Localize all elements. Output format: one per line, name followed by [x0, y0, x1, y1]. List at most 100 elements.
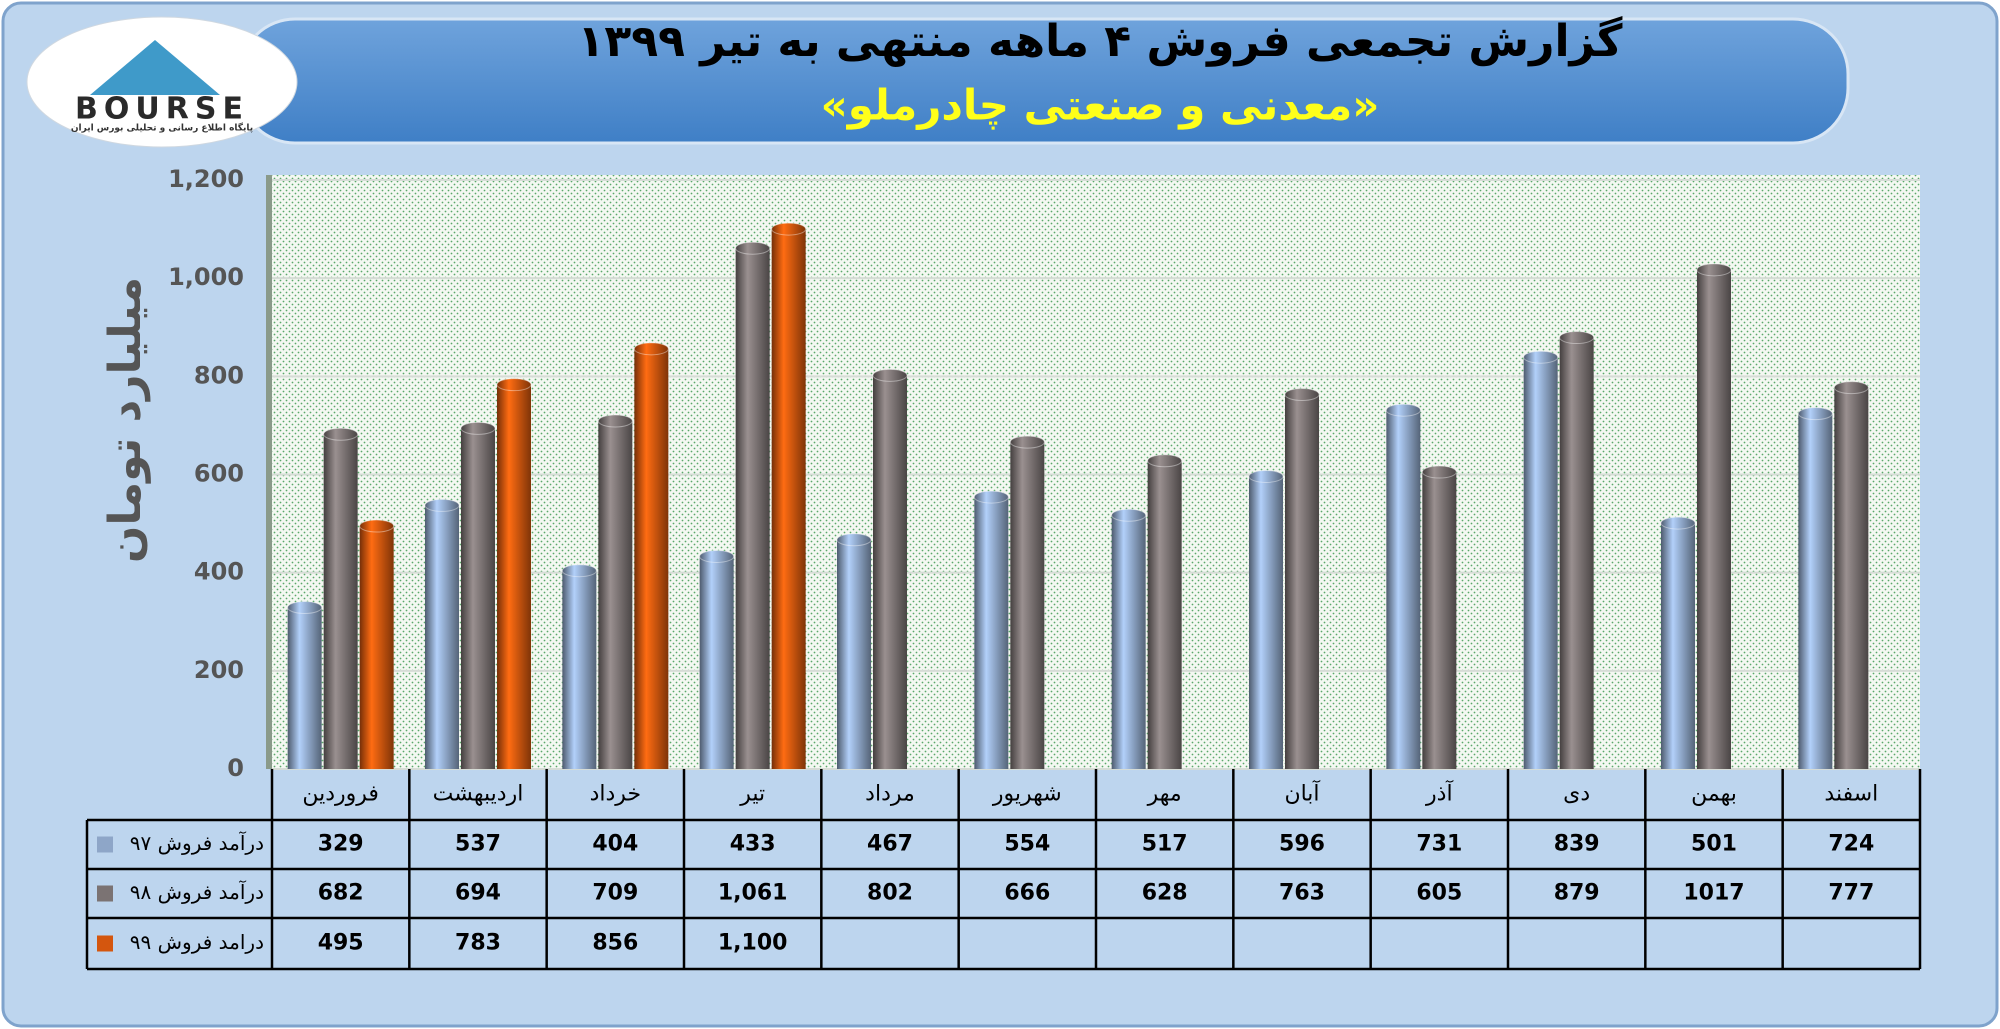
- bar-cap: [1660, 516, 1696, 530]
- chart-title: گزارش تجمعی فروش ۴ ماهه منتهی به تیر ۱۳۹…: [578, 15, 1623, 67]
- bar: [359, 526, 394, 769]
- bar: [1249, 476, 1283, 769]
- bar-cap: [836, 533, 872, 547]
- data-label: 1,061: [718, 881, 788, 906]
- bar-cap: [460, 421, 496, 435]
- bar-cap: [424, 498, 460, 512]
- x-tick-label: شهریور: [992, 782, 1062, 807]
- bar-cap: [872, 368, 908, 382]
- bar: [497, 384, 531, 769]
- bar-cap: [1797, 407, 1833, 421]
- x-tick-label: اردیبهشت: [433, 782, 524, 807]
- bar: [425, 505, 459, 769]
- data-label: 856: [592, 931, 638, 956]
- data-label: 1017: [1683, 881, 1744, 906]
- bar: [287, 607, 322, 769]
- logo-text: BOURSE: [75, 92, 249, 127]
- bars: [287, 222, 1869, 770]
- y-tick-label: 1,200: [168, 165, 244, 193]
- data-label: 554: [1004, 832, 1050, 857]
- data-label: 596: [1279, 832, 1325, 857]
- bar-cap: [699, 549, 735, 563]
- bar-cap: [1284, 387, 1320, 401]
- data-label: 763: [1279, 881, 1325, 906]
- bar-cap: [735, 241, 771, 255]
- x-tick-label: خرداد: [590, 782, 641, 807]
- bar-cap: [1833, 381, 1869, 395]
- bar: [1523, 357, 1558, 769]
- data-label: 694: [455, 881, 501, 906]
- data-table: فروردین اردیبهشت خرداد تیر مرداد شهریور مهر آبا…: [85, 769, 1922, 971]
- data-label: 517: [1142, 832, 1188, 857]
- bar: [562, 570, 597, 769]
- legend-swatch: [97, 935, 113, 952]
- bar-cap: [1385, 403, 1421, 417]
- bar-cap: [323, 427, 359, 441]
- x-tick-label: مرداد: [865, 782, 915, 807]
- data-label: 724: [1828, 832, 1874, 857]
- bar: [323, 434, 358, 769]
- x-tick-label: آبان: [1284, 780, 1320, 807]
- bar: [1285, 394, 1319, 769]
- data-label: 731: [1416, 832, 1462, 857]
- bar: [1798, 413, 1833, 769]
- data-label: 433: [730, 832, 776, 857]
- data-label: 783: [455, 931, 501, 956]
- bar-cap: [287, 601, 323, 615]
- x-tick-label: آذر: [1425, 780, 1453, 807]
- bar: [634, 348, 669, 769]
- bar: [1386, 410, 1421, 769]
- bar-cap: [1559, 331, 1595, 345]
- x-tick-label: اسفند: [1824, 782, 1878, 807]
- data-label: 605: [1416, 881, 1462, 906]
- bar: [1010, 442, 1045, 769]
- data-label: 802: [867, 881, 913, 906]
- y-tick-label: 1,000: [168, 263, 244, 291]
- y-tick-label: 400: [194, 558, 244, 586]
- legend-swatch: [97, 885, 113, 902]
- y-tick-label: 0: [227, 754, 244, 782]
- bar: [1147, 460, 1182, 769]
- chart-subtitle: «معدنی و صنعتی چادرملو»: [821, 81, 1380, 131]
- x-tick-label: تیر: [739, 782, 765, 807]
- bar: [1697, 269, 1731, 769]
- bar-cap: [597, 414, 633, 428]
- bar-cap: [359, 519, 395, 533]
- data-label: 329: [318, 832, 364, 857]
- bar-cap: [1523, 350, 1559, 364]
- data-label: 1,100: [718, 931, 788, 956]
- logo-icon: [90, 40, 220, 95]
- bar: [873, 375, 907, 769]
- bar-cap: [1421, 465, 1457, 479]
- data-label: 666: [1004, 881, 1050, 906]
- data-label: 467: [867, 832, 913, 857]
- legend-label: درآمد فروش ۹۷: [130, 830, 264, 855]
- bar-cap: [1009, 435, 1045, 449]
- legend-label: درآمد فروش ۹۸: [130, 879, 264, 904]
- bar-cap: [496, 378, 532, 392]
- data-label: 839: [1554, 832, 1600, 857]
- bar: [598, 420, 633, 769]
- bar: [1661, 523, 1695, 769]
- plot-wall: [266, 175, 272, 769]
- bar-cap: [771, 222, 807, 236]
- y-tick-label: 600: [194, 460, 244, 488]
- x-tick-label: مهر: [1147, 782, 1182, 807]
- bar: [771, 229, 806, 770]
- y-axis-label: میلیارد تومان: [100, 277, 151, 563]
- data-label: 682: [318, 881, 364, 906]
- y-tick-label: 200: [194, 656, 244, 684]
- data-label: 879: [1554, 881, 1600, 906]
- bar: [735, 248, 770, 769]
- bar-cap: [1248, 469, 1284, 483]
- legend-label: درامد فروش ۹۹: [130, 930, 264, 954]
- data-label: 628: [1142, 881, 1188, 906]
- x-tick-label: بهمن: [1691, 782, 1737, 807]
- bar: [837, 539, 871, 769]
- bar-cap: [1147, 454, 1183, 468]
- bar-cap: [561, 564, 597, 578]
- bar: [974, 497, 1009, 769]
- x-tick-label: فروردین: [302, 782, 379, 807]
